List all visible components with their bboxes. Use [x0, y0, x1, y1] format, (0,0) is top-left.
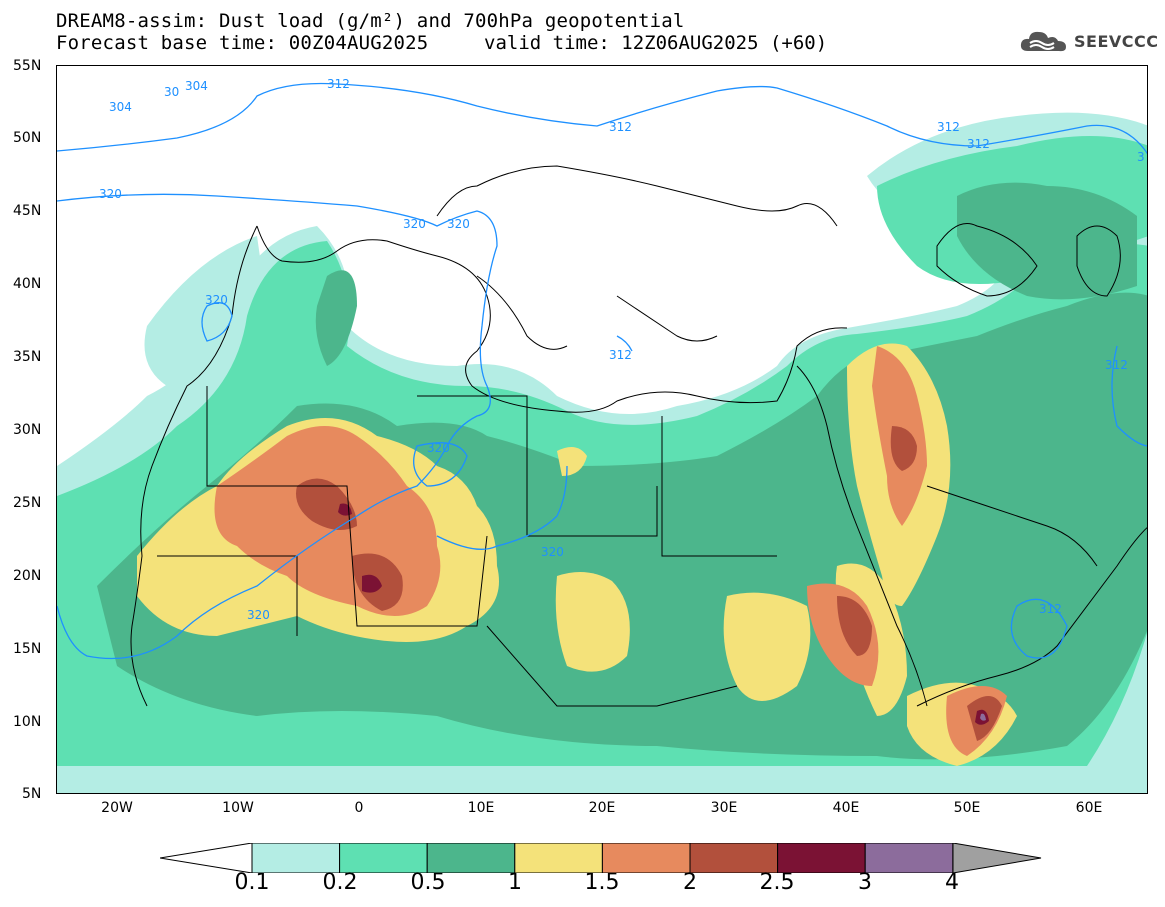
lon-label: 50E	[953, 800, 981, 816]
dust-load-map: 304 30 304 312 312 312 320 320 320 320 3…	[56, 65, 1148, 794]
contour-label: 320	[247, 608, 270, 622]
lat-label: 25N	[13, 495, 42, 511]
contour-label: 30	[164, 85, 179, 99]
colorbar-under-arrow	[160, 843, 253, 873]
lon-label: 10W	[222, 800, 254, 816]
colorbar-cell	[514, 843, 603, 873]
lon-label: 20E	[588, 800, 616, 816]
lat-label: 5N	[22, 786, 42, 802]
map-canvas: 304 30 304 312 312 312 320 320 320 320 3…	[57, 77, 1147, 793]
geopotential-contours	[57, 82, 1147, 660]
colorbar-cell	[601, 843, 691, 873]
contour-label: 320	[403, 217, 426, 231]
colorbar-cell	[426, 843, 516, 873]
colorbar-label: 3	[858, 870, 872, 895]
contour-label: 304	[109, 100, 132, 114]
contour-label: 3	[1137, 150, 1145, 164]
lat-label: 10N	[13, 714, 42, 730]
colorbar-label: 0.5	[410, 870, 446, 895]
lat-label: 55N	[13, 58, 42, 74]
contour-label: 312	[1039, 602, 1062, 616]
lon-label: 60E	[1075, 800, 1103, 816]
colorbar-label: 1	[508, 870, 522, 895]
colorbar-label: 0.1	[234, 870, 270, 895]
colorbar-cell	[339, 843, 428, 873]
title-line-2: Forecast base time: 00Z04AUG2025	[56, 32, 429, 54]
lat-label: 40N	[13, 276, 42, 292]
contour-label: 312	[937, 120, 960, 134]
contour-label: 312	[609, 348, 632, 362]
lat-label: 30N	[13, 422, 42, 438]
colorbar-cell	[777, 843, 866, 873]
colorbar-cell	[689, 843, 779, 873]
colorbar-cell	[251, 843, 341, 873]
colorbar-over-arrow	[952, 843, 1042, 873]
lat-label: 35N	[13, 349, 42, 365]
lat-label: 15N	[13, 641, 42, 657]
lon-label: 30E	[710, 800, 738, 816]
lat-label: 50N	[13, 130, 42, 146]
colorbar	[160, 843, 1042, 873]
contour-label: 320	[427, 441, 450, 455]
contour-label: 320	[205, 293, 228, 307]
lat-label: 45N	[13, 203, 42, 219]
colorbar-label: 1.5	[584, 870, 620, 895]
colorbar-label: 2	[683, 870, 697, 895]
colorbar-cell	[864, 843, 954, 873]
valid-time: valid time: 12Z06AUG2025 (+60)	[484, 32, 828, 54]
lon-label: 20W	[101, 800, 133, 816]
dust-level-3	[980, 713, 986, 721]
contour-label: 320	[541, 545, 564, 559]
contour-label: 312	[967, 137, 990, 151]
colorbar-label: 2.5	[759, 870, 795, 895]
lon-label: 10E	[467, 800, 495, 816]
contour-label: 312	[609, 120, 632, 134]
contour-label: 320	[99, 187, 122, 201]
lon-label: 0	[354, 800, 364, 816]
dust-level-2	[296, 426, 1002, 741]
title-line-1: DREAM8-assim: Dust load (g/m²) and 700hP…	[56, 10, 685, 32]
lon-label: 40E	[832, 800, 860, 816]
contour-label: 312	[327, 77, 350, 91]
contour-label: 312	[1105, 358, 1128, 372]
colorbar-label: 0.2	[322, 870, 358, 895]
contour-label: 320	[447, 217, 470, 231]
seevccc-logo: SEEVCCC	[1018, 26, 1159, 56]
logo-text: SEEVCCC	[1074, 31, 1159, 51]
contour-label: 304	[185, 79, 208, 93]
lat-label: 20N	[13, 568, 42, 584]
colorbar-label: 4	[945, 870, 959, 895]
cloud-icon	[1020, 31, 1066, 52]
